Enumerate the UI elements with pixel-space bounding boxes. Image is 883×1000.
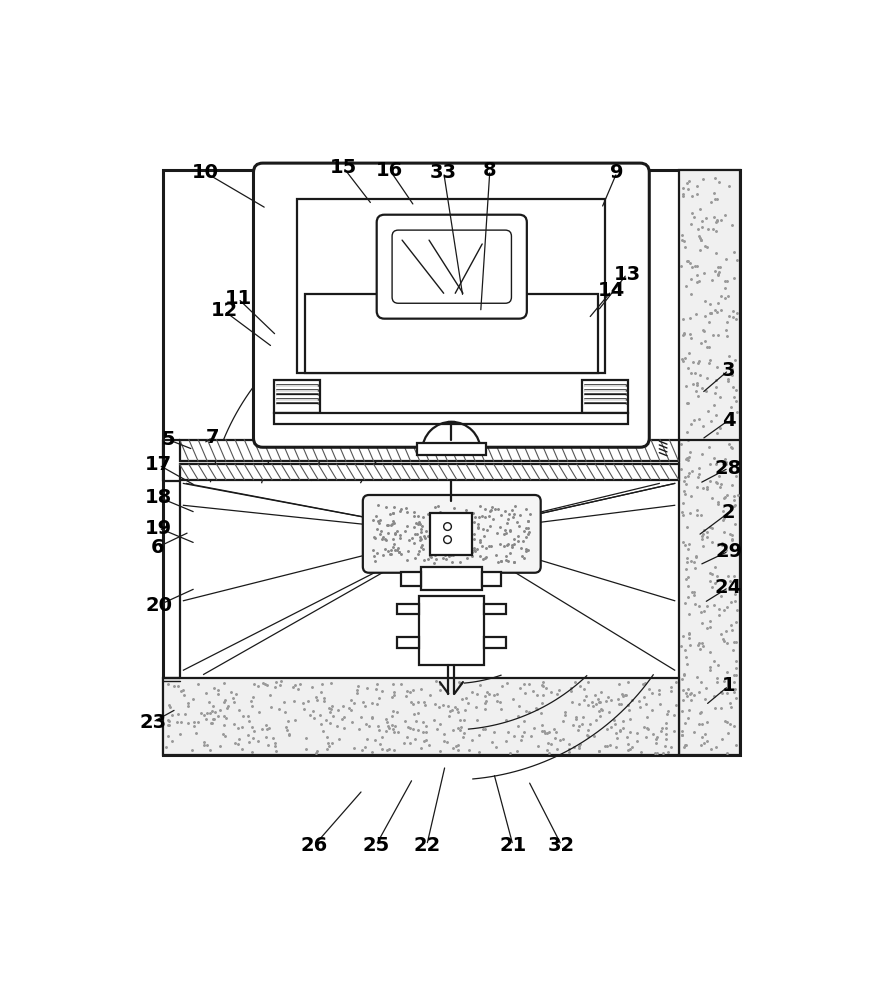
Bar xyxy=(275,413,629,424)
Text: 29: 29 xyxy=(715,542,742,561)
Bar xyxy=(485,604,506,614)
Text: 33: 33 xyxy=(430,163,457,182)
Text: 7: 7 xyxy=(206,428,220,447)
Text: 9: 9 xyxy=(610,163,623,182)
FancyBboxPatch shape xyxy=(253,163,649,447)
Bar xyxy=(417,443,486,455)
FancyBboxPatch shape xyxy=(377,215,527,319)
Bar xyxy=(162,678,678,755)
Text: 18: 18 xyxy=(145,488,172,507)
Text: 3: 3 xyxy=(721,361,736,380)
Bar xyxy=(485,637,506,648)
Text: 6: 6 xyxy=(150,538,164,557)
FancyBboxPatch shape xyxy=(392,230,511,303)
Text: 1: 1 xyxy=(721,676,736,695)
Text: 28: 28 xyxy=(715,459,743,478)
Bar xyxy=(162,170,740,755)
Text: 20: 20 xyxy=(146,596,172,615)
Text: 25: 25 xyxy=(362,836,389,855)
Text: 4: 4 xyxy=(721,411,736,430)
Text: 16: 16 xyxy=(376,161,404,180)
Bar xyxy=(179,464,678,480)
Text: 32: 32 xyxy=(548,836,575,855)
Text: 5: 5 xyxy=(162,430,175,449)
Text: 14: 14 xyxy=(598,281,625,300)
Bar xyxy=(179,440,678,461)
Text: 17: 17 xyxy=(145,455,172,474)
Bar xyxy=(582,380,629,413)
Bar xyxy=(482,572,502,586)
Text: 22: 22 xyxy=(413,836,441,855)
Bar xyxy=(275,380,321,413)
Bar xyxy=(298,199,606,373)
Bar xyxy=(430,513,472,555)
Text: 2: 2 xyxy=(721,503,736,522)
Bar xyxy=(306,294,598,373)
Text: 21: 21 xyxy=(500,836,526,855)
Bar xyxy=(402,572,420,586)
Text: 19: 19 xyxy=(145,519,172,538)
Bar xyxy=(397,637,419,648)
Text: 23: 23 xyxy=(139,713,166,732)
FancyBboxPatch shape xyxy=(363,495,540,573)
Text: 15: 15 xyxy=(330,158,358,177)
Text: 10: 10 xyxy=(192,163,218,182)
Text: 11: 11 xyxy=(224,289,252,308)
Text: 12: 12 xyxy=(211,301,238,320)
Circle shape xyxy=(443,523,451,530)
Bar xyxy=(420,567,482,590)
Text: 24: 24 xyxy=(715,578,743,597)
Circle shape xyxy=(443,536,451,544)
Text: 8: 8 xyxy=(483,161,497,180)
Bar xyxy=(397,604,419,614)
Text: 26: 26 xyxy=(301,836,328,855)
Text: 13: 13 xyxy=(614,264,640,284)
Bar xyxy=(419,596,485,665)
Bar xyxy=(678,170,740,755)
